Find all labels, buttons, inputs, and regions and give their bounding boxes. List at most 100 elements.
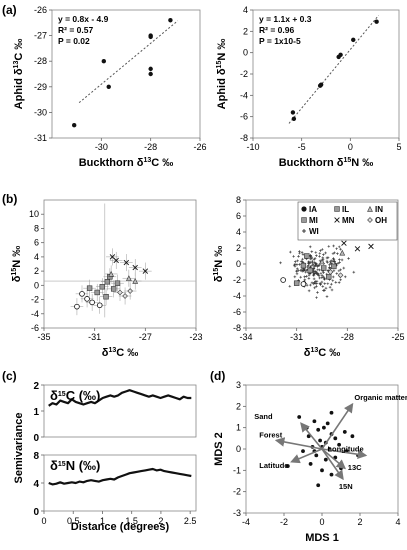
a-left-xtick-label: -26 — [193, 142, 206, 152]
b-right-wi-point — [308, 245, 312, 249]
a-right-xtick-label: 0 — [348, 142, 353, 152]
b-right-wi-point — [316, 264, 320, 267]
b-right-ytick-label: 0 — [236, 259, 241, 269]
a-right-ytick-label: 4 — [243, 5, 248, 15]
a-right-point — [318, 82, 324, 87]
b-right-wi-point — [326, 260, 329, 264]
b-right-wi-point — [335, 272, 339, 275]
b-right-wi-point — [305, 275, 308, 278]
b-left-ytick-label: 10 — [29, 209, 39, 219]
c-top-title: δ15C (‰) — [50, 388, 100, 403]
d-xtick-label: -4 — [242, 517, 250, 527]
a-left-ytick-label: -29 — [34, 82, 47, 92]
b-right-wi-point — [338, 258, 341, 261]
d-point — [329, 472, 334, 477]
b-right-wi-point — [326, 256, 330, 259]
c-bottom-title: δ15N (‰) — [50, 458, 100, 473]
b-right-wi-point — [295, 267, 299, 271]
b-left-circle-marker — [84, 296, 90, 302]
b-right-legend-box — [297, 201, 398, 241]
d-xtick-label: 4 — [395, 517, 400, 527]
b-right-wi-point — [305, 283, 309, 287]
b-right-wi-point — [297, 269, 300, 272]
b-right-wi-point — [326, 282, 330, 286]
b-left-ytick-label: -2 — [31, 295, 39, 305]
b-right-wi-point — [337, 281, 341, 284]
d-vector-label: Forest — [259, 430, 282, 439]
b-right-wi-point — [342, 266, 346, 270]
b-right-wi-point — [332, 269, 336, 273]
b-right-wi-point — [309, 254, 312, 257]
b-right-wi-point — [337, 245, 341, 249]
b-right-legend-diamond-marker — [367, 217, 373, 223]
b-right-square-marker — [307, 267, 313, 274]
b-left-ytick-label: -4 — [31, 309, 39, 319]
b-right-wi-point — [310, 250, 314, 253]
b-left-diamond-marker — [117, 289, 123, 296]
panel-label-b: (b) — [2, 192, 17, 206]
b-left-circle-marker — [79, 291, 85, 297]
b-right-wi-point — [312, 265, 316, 269]
b-right-wi-point — [299, 269, 302, 272]
b-left-circle-marker — [74, 303, 80, 310]
a-left-annotation: y = 0.8x - 4.9 — [58, 14, 109, 24]
b-right-wi-point — [309, 257, 312, 261]
b-right-xtick-label: -28 — [341, 332, 354, 342]
chart-d: -4 -2 0 2 4 -3 -2 -1 0 1 2 3 Organic matter Sand Fores… — [213, 380, 407, 544]
b-right-legend-label: IA — [309, 205, 317, 214]
d-point — [337, 442, 341, 447]
b-right-x-marker — [354, 246, 361, 252]
c-top-ytick-label: 1 — [33, 407, 39, 418]
b-right-wi-point — [296, 259, 299, 263]
b-right-legend-marker — [301, 206, 307, 212]
b-right-wi-point — [321, 285, 325, 288]
a-right-point — [338, 52, 343, 57]
a-right-xtick-label: -10 — [246, 142, 259, 152]
b-right-wi-point — [318, 276, 321, 280]
d-ytick-label: 0 — [236, 444, 241, 454]
a-left-annotation: P = 0.02 — [58, 36, 90, 46]
b-right-wi-point — [307, 273, 311, 277]
b-right-wi-point — [310, 281, 314, 285]
a-left-ytick-label: -27 — [34, 31, 47, 41]
b-left-xtick-label: -31 — [88, 332, 101, 342]
b-left-square-marker — [94, 289, 100, 296]
b-left-ytick-label: 2 — [34, 266, 39, 276]
c-bottom-xtick-label: 2.5 — [184, 516, 197, 526]
b-right-wi-point — [335, 247, 338, 251]
b-right-legend-label: IL — [342, 205, 349, 214]
b-right-wi-point — [323, 288, 326, 292]
d-point — [333, 436, 338, 441]
b-right-wi-point — [302, 269, 305, 273]
d-point — [285, 464, 290, 468]
b-left-ytick-label: 8 — [34, 223, 39, 233]
d-ylabel: MDS 2 — [213, 432, 225, 466]
b-right-legend-label: MN — [342, 216, 355, 225]
b-left-ytick-label: 4 — [34, 252, 39, 262]
b-right-wi-point — [316, 291, 319, 294]
b-right-wi-point — [307, 277, 311, 280]
d-point — [316, 427, 321, 432]
b-right-wi-point — [312, 258, 316, 261]
b-right-legend-square-marker — [334, 206, 340, 212]
b-right-x-marker — [341, 240, 347, 246]
c-bottom-xtick-label: 1 — [100, 516, 105, 526]
b-right-wi-point — [343, 275, 347, 279]
b-right-wi-point — [332, 257, 335, 260]
b-right-circle-marker — [280, 277, 286, 283]
b-right-wi-point — [303, 275, 306, 279]
b-right-legend-label: OH — [375, 216, 387, 225]
b-right-wi-point — [295, 269, 298, 273]
b-right-legend-x-marker — [334, 217, 340, 223]
b-left-triangle-marker — [108, 270, 115, 277]
b-right-square-marker — [320, 265, 327, 271]
b-right-legend-label: MI — [309, 216, 318, 225]
b-right-ytick-label: 8 — [236, 195, 241, 205]
panel-label-a: (a) — [2, 3, 17, 17]
b-right-wi-point — [298, 263, 301, 266]
b-right-wi-point — [292, 255, 295, 258]
d-vector-arrow — [300, 422, 323, 450]
b-left-triangle-marker — [125, 275, 132, 281]
b-right-wi-point — [323, 277, 327, 281]
d-xtick-label: -2 — [280, 517, 288, 527]
